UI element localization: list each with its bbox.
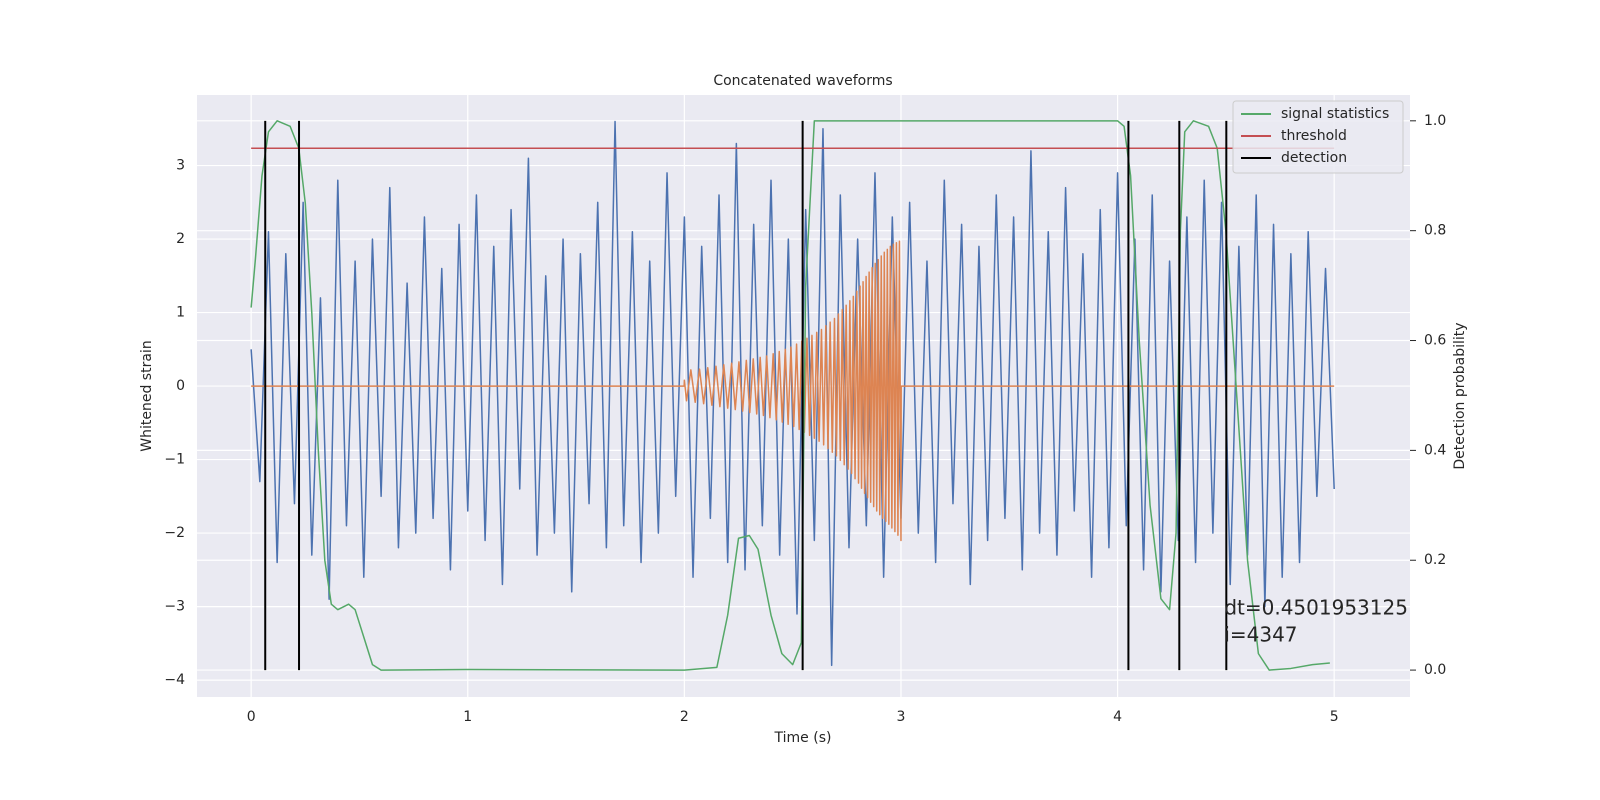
x-tick-label: 3 <box>897 709 906 725</box>
y2-tick-label: 0.2 <box>1424 552 1446 568</box>
y-tick-label: −2 <box>164 525 185 541</box>
chart-title: Concatenated waveforms <box>713 73 892 89</box>
x-tick-label: 4 <box>1113 709 1122 725</box>
y-tick-label: 2 <box>176 231 185 247</box>
plot <box>250 120 1335 671</box>
annotation: i=4347 <box>1224 623 1297 647</box>
legend-box <box>1232 100 1404 174</box>
legend-label: detection <box>1281 150 1347 166</box>
y2-tick-label: 0.0 <box>1424 662 1446 678</box>
y-tick-label: −1 <box>164 452 185 468</box>
y2-tick-label: 1.0 <box>1424 113 1446 129</box>
y2-tick-label: 0.6 <box>1424 333 1446 349</box>
y-tick-label: −3 <box>164 599 185 615</box>
x-tick-label: 1 <box>463 709 472 725</box>
y2-tick-label: 0.4 <box>1424 442 1446 458</box>
x-tick-label: 2 <box>680 709 689 725</box>
y-tick-label: 3 <box>176 158 185 174</box>
y-tick-label: −4 <box>164 672 185 688</box>
y-tick-label: 1 <box>176 305 185 321</box>
series-line <box>251 240 1335 542</box>
y-tick-label: 0 <box>176 378 185 394</box>
x-axis-label: Time (s) <box>774 730 832 746</box>
legend-label: signal statistics <box>1281 106 1389 122</box>
x-tick-label: 5 <box>1330 709 1339 725</box>
y2-tick-label: 0.8 <box>1424 223 1446 239</box>
legend-label: threshold <box>1281 128 1347 144</box>
y-axis-label: Whitened strain <box>139 340 155 451</box>
y2-axis-label: Detection probability <box>1452 322 1468 469</box>
annotation: dt=0.4501953125 <box>1224 596 1408 620</box>
series-line <box>250 120 1335 667</box>
series-line <box>250 120 1330 671</box>
legend: signal statistics threshold detection <box>1232 100 1404 174</box>
x-tick-label: 0 <box>247 709 256 725</box>
